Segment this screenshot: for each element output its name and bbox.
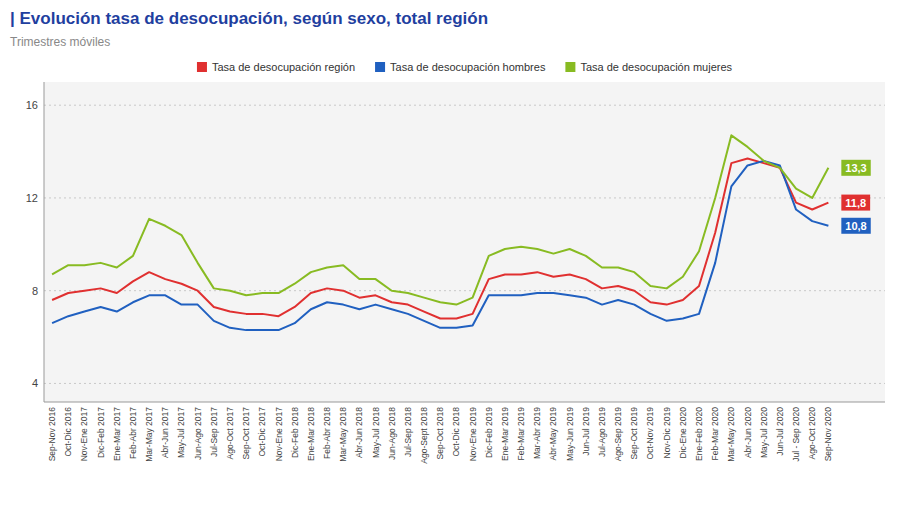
x-tick-label: Sep-Oct 2018 xyxy=(435,407,445,460)
x-tick-label: Sep-Nov 2020 xyxy=(823,407,833,462)
legend: Tasa de desocupación región Tasa de desoc… xyxy=(197,61,733,73)
x-tick-label: Sep-Oct 2017 xyxy=(241,407,251,460)
x-tick-label: Nov-Ene 2017 xyxy=(79,407,89,462)
x-tick-label: May-Jun 2019 xyxy=(565,407,575,461)
data-label-text: 11,8 xyxy=(845,197,866,209)
x-tick-label: Jun-Ago 2018 xyxy=(387,407,397,460)
legend-label: Tasa de desocupación mujeres xyxy=(580,61,732,73)
x-tick-label: Feb-Abr 2018 xyxy=(322,407,332,459)
legend-item: Tasa de desocupación hombres xyxy=(375,61,546,73)
x-tick-label: Dic-Ene 2020 xyxy=(678,407,688,459)
x-tick-label: Jun-Jul 2020 xyxy=(775,407,785,456)
x-tick-label: Ago-Oct 2020 xyxy=(807,407,817,460)
data-label-text: 13,3 xyxy=(845,162,866,174)
legend-swatch xyxy=(565,62,575,72)
grid-line xyxy=(44,105,885,106)
x-tick-label: Nov-Ene 2019 xyxy=(468,407,478,462)
data-label-box xyxy=(841,195,870,211)
legend-item: Tasa de desocupación mujeres xyxy=(565,61,732,73)
x-tick-label: Ene-Feb 2020 xyxy=(694,407,704,461)
series-line xyxy=(52,159,828,319)
x-tick-label: Jun-Ago 2017 xyxy=(193,407,203,460)
x-tick-label: Jul - Sep 2020 xyxy=(791,407,801,462)
x-tick-label: Oct-Nov 2019 xyxy=(645,407,655,460)
x-tick-label: Mar-May 2017 xyxy=(144,407,154,462)
data-label: 13,3 xyxy=(841,160,870,176)
x-tick-label: Feb-Abr 2017 xyxy=(128,407,138,459)
x-tick-label: Dic-Feb 2018 xyxy=(290,407,300,458)
x-tick-label: Ene-Mar 2017 xyxy=(112,407,122,461)
x-tick-label: Abr-Jun 2017 xyxy=(160,407,170,458)
legend-swatch xyxy=(375,62,385,72)
chart: | Evolución tasa de desocupación, según … xyxy=(0,0,900,509)
x-tick-label: Ago-Oct 2017 xyxy=(225,407,235,460)
y-tick-label: 12 xyxy=(26,192,38,204)
x-tick-label: Dic-Feb 2017 xyxy=(96,407,106,458)
x-tick-label: Jul-Sep 2018 xyxy=(403,407,413,457)
title: | Evolución tasa de desocupación, según … xyxy=(10,9,488,28)
x-tick-label: Ene-Mar 2018 xyxy=(306,407,316,461)
x-tick-label: Sep-Nov 2016 xyxy=(47,407,57,462)
x-tick-label: Sep-Oct 2019 xyxy=(629,407,639,460)
x-tick-label: Oct-Dic 2016 xyxy=(63,407,73,457)
x-tick-label: Jul-Sep 2017 xyxy=(209,407,219,457)
plot-area xyxy=(44,82,885,402)
y-axis: 4 8 12 16 xyxy=(26,99,885,389)
lines xyxy=(52,135,828,330)
grid-line xyxy=(44,197,885,198)
x-tick-label: Dic-Feb 2019 xyxy=(484,407,494,458)
legend-swatch xyxy=(197,62,207,72)
x-tick-label: Abr-May 2019 xyxy=(548,407,558,461)
data-label: 11,8 xyxy=(841,195,870,211)
legend-label: Tasa de desocupación hombres xyxy=(390,61,546,73)
x-tick-label: Mar-Abr 2019 xyxy=(532,407,542,459)
data-label-text: 10,8 xyxy=(845,220,866,232)
x-axis: Sep-Nov 2016 Oct-Dic 2016 Nov-Ene 2017 Dic-… xyxy=(47,407,833,464)
x-axis-line xyxy=(44,402,885,403)
x-tick-label: May-Jul 2017 xyxy=(176,407,186,458)
x-tick-label: Mar-May 2018 xyxy=(338,407,348,462)
legend-item: Tasa de desocupación región xyxy=(197,61,355,73)
y-tick-label: 8 xyxy=(32,285,38,297)
y-axis-line xyxy=(44,82,45,402)
x-tick-label: Nov-Dic 2019 xyxy=(662,407,672,459)
x-tick-label: Oct-Dic 2018 xyxy=(451,407,461,457)
data-label-box xyxy=(841,160,870,176)
x-tick-label: Ago-Sep 2019 xyxy=(613,407,623,462)
x-tick-label: Feb-Mar 2019 xyxy=(516,407,526,461)
series-line xyxy=(52,135,828,304)
x-tick-label: May-Jul 2020 xyxy=(759,407,769,458)
x-tick-label: Nov-Ene 2017 xyxy=(274,407,284,462)
data-label: 10,8 xyxy=(841,218,870,234)
x-tick-label: Jul-Ago 2019 xyxy=(597,407,607,457)
x-tick-label: Jun-Jul 2019 xyxy=(581,407,591,456)
x-tick-label: May-Jul 2018 xyxy=(371,407,381,458)
x-tick-label: Mar-May 2020 xyxy=(726,407,736,462)
subtitle: Trimestres móviles xyxy=(10,35,110,49)
data-labels: 11,8 10,8 13,3 xyxy=(841,160,870,234)
y-tick-label: 4 xyxy=(32,377,38,389)
x-tick-label: Ago-Sept 2018 xyxy=(419,407,429,464)
x-tick-label: Feb-Mar 2020 xyxy=(710,407,720,461)
grid-line xyxy=(44,383,885,384)
series-line xyxy=(52,161,828,330)
grid-line xyxy=(44,290,885,291)
y-tick-label: 16 xyxy=(26,99,38,111)
legend-label: Tasa de desocupación región xyxy=(212,61,355,73)
data-label-box xyxy=(841,218,870,234)
x-tick-label: Abr-Jun 2020 xyxy=(743,407,753,458)
x-tick-label: Abr-Jun 2018 xyxy=(354,407,364,458)
x-tick-label: Ene-Mar 2019 xyxy=(500,407,510,461)
x-tick-label: Oct-Dic 2017 xyxy=(257,407,267,457)
